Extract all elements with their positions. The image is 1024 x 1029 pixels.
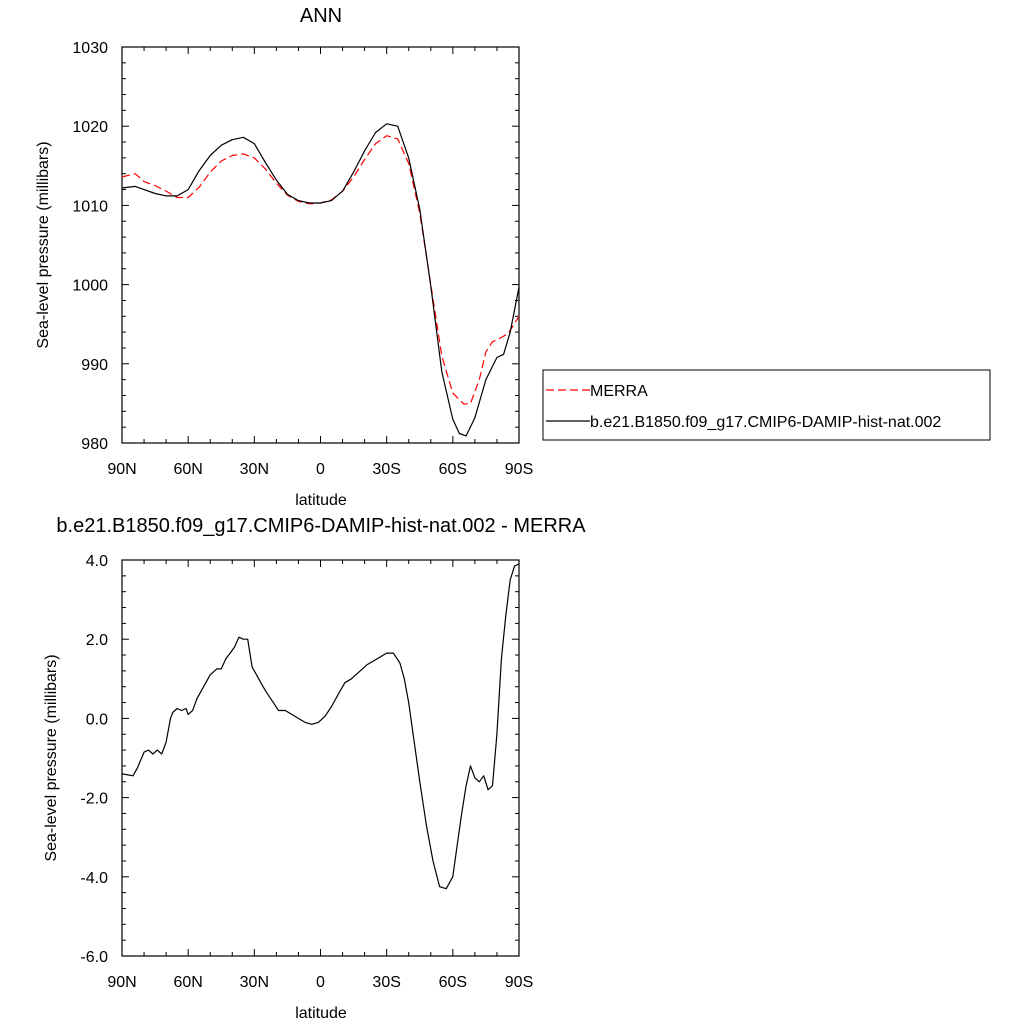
legend-label-model: b.e21.B1850.f09_g17.CMIP6-DAMIP-hist-nat… — [590, 414, 941, 431]
top-y-tick-labels: 980 990 1000 1010 1020 1030 — [72, 40, 108, 453]
bottom-x-tick-label: 0 — [316, 974, 325, 991]
legend-label-merra: MERRA — [590, 383, 648, 400]
bottom-x-tick-label: 30N — [240, 974, 269, 991]
bottom-ticks — [121, 559, 520, 957]
top-panel-title: ANN — [300, 5, 342, 27]
bottom-panel: b.e21.B1850.f09_g17.CMIP6-DAMIP-hist-nat… — [43, 515, 586, 1022]
top-y-tick-label: 1010 — [72, 198, 108, 215]
top-x-tick-label: 60N — [173, 461, 202, 478]
bottom-y-tick-label: 2.0 — [86, 632, 108, 649]
top-series-layer — [121, 123, 520, 437]
bottom-y-tick-labels: -6.0 -4.0 -2.0 0.0 2.0 4.0 — [80, 553, 108, 966]
top-ticks — [121, 46, 520, 444]
top-x-tick-label: 30N — [240, 461, 269, 478]
top-series-line-1 — [121, 123, 520, 437]
bottom-y-tick-label: -6.0 — [80, 949, 108, 966]
bottom-x-tick-label: 90N — [107, 974, 136, 991]
top-x-tick-label: 60S — [439, 461, 467, 478]
bottom-y-tick-label: -2.0 — [80, 791, 108, 808]
top-plot-frame — [121, 46, 520, 444]
top-x-axis-label: latitude — [295, 492, 347, 509]
top-y-tick-label: 1020 — [72, 119, 108, 136]
top-y-tick-label: 980 — [81, 436, 108, 453]
bottom-panel-title: b.e21.B1850.f09_g17.CMIP6-DAMIP-hist-nat… — [56, 515, 586, 537]
top-panel: ANN 980 990 1000 1010 1020 1030 90N 60N 30N 0 30S… — [35, 5, 991, 509]
bottom-x-tick-label: 30S — [372, 974, 400, 991]
bottom-x-tick-label: 60N — [173, 974, 202, 991]
bottom-y-tick-label: 4.0 — [86, 553, 108, 570]
bottom-x-tick-labels: 90N 60N 30N 0 30S 60S 90S — [107, 974, 533, 991]
bottom-y-tick-label: 0.0 — [86, 711, 108, 728]
legend-box — [542, 369, 991, 441]
top-y-tick-label: 1030 — [72, 40, 108, 57]
bottom-plot-frame — [121, 559, 520, 957]
top-x-tick-label: 90S — [505, 461, 533, 478]
top-x-tick-label: 90N — [107, 461, 136, 478]
top-y-axis-label: Sea-level pressure (millibars) — [35, 141, 52, 348]
legend: MERRA b.e21.B1850.f09_g17.CMIP6-DAMIP-hi… — [542, 369, 991, 441]
top-x-tick-label: 0 — [316, 461, 325, 478]
top-y-tick-label: 1000 — [72, 278, 108, 295]
bottom-series-layer — [121, 563, 520, 890]
top-x-tick-label: 30S — [372, 461, 400, 478]
bottom-y-tick-label: -4.0 — [80, 870, 108, 887]
top-x-tick-labels: 90N 60N 30N 0 30S 60S 90S — [107, 461, 533, 478]
top-y-tick-label: 990 — [81, 357, 108, 374]
bottom-x-axis-label: latitude — [295, 1005, 347, 1022]
bottom-y-axis-label: Sea-level pressure (millibars) — [43, 654, 60, 861]
bottom-series-line-0 — [121, 563, 520, 890]
bottom-x-tick-label: 90S — [505, 974, 533, 991]
top-series-line-0 — [121, 135, 520, 405]
bottom-x-tick-label: 60S — [439, 974, 467, 991]
